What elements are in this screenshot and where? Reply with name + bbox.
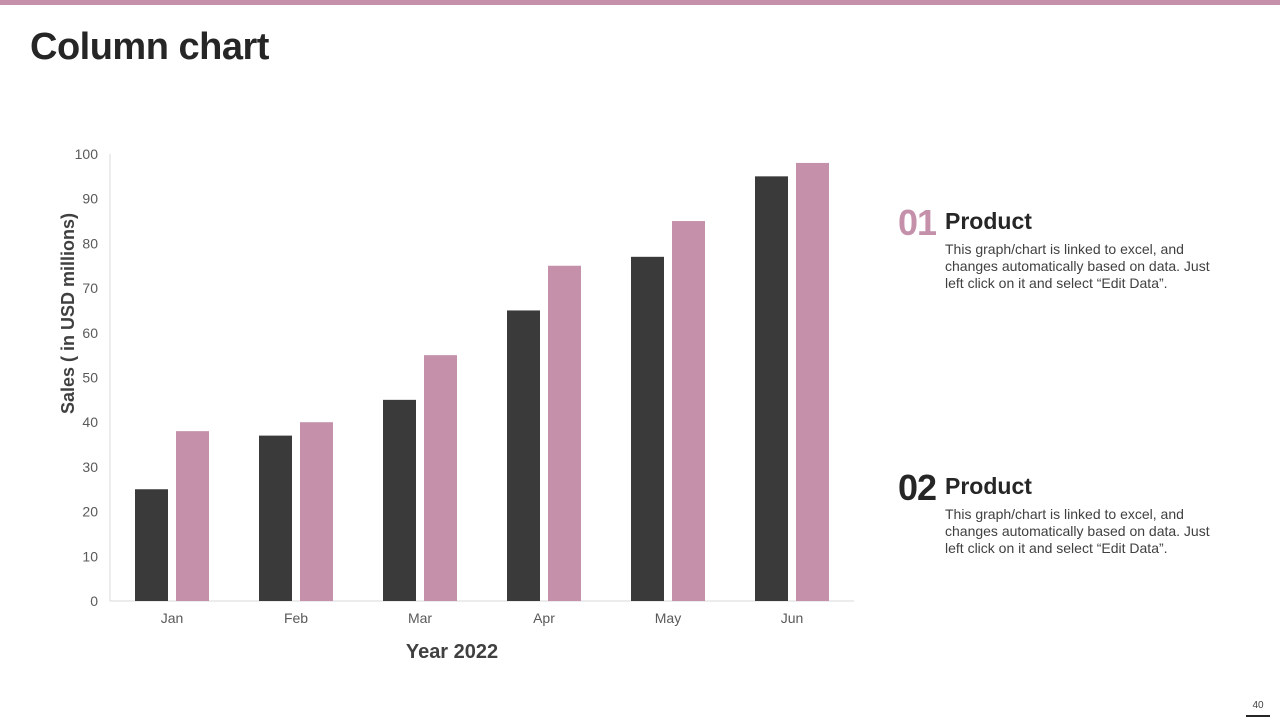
bar-product-02-jan bbox=[176, 431, 209, 601]
y-tick-label: 100 bbox=[75, 146, 99, 162]
bar-product-01-may bbox=[631, 256, 664, 601]
info-number-2: 02 bbox=[898, 467, 937, 508]
bar-product-01-jun bbox=[755, 176, 788, 601]
bar-product-01-apr bbox=[507, 310, 540, 601]
x-tick-label: Jan bbox=[161, 610, 184, 626]
page-number-underline bbox=[1246, 715, 1270, 717]
top-accent-bar bbox=[0, 0, 1280, 5]
info-description-1: This graph/chart is linked to excel, and… bbox=[945, 241, 1210, 291]
bar-product-02-mar bbox=[424, 355, 457, 601]
bar-product-02-jun bbox=[796, 162, 829, 601]
info-title-1: Product bbox=[945, 208, 1032, 234]
bar-product-01-feb bbox=[259, 435, 292, 601]
y-tick-label: 90 bbox=[82, 191, 98, 207]
page-title: Column chart bbox=[30, 26, 269, 68]
y-tick-label: 20 bbox=[82, 504, 98, 520]
y-tick-label: 30 bbox=[82, 459, 98, 475]
y-tick-label: 40 bbox=[82, 414, 98, 430]
y-tick-label: 50 bbox=[82, 370, 98, 386]
x-tick-label: Feb bbox=[284, 610, 308, 626]
x-tick-label: Jun bbox=[781, 610, 804, 626]
bar-product-02-apr bbox=[548, 265, 581, 601]
y-tick-label: 10 bbox=[82, 548, 98, 564]
x-axis-title: Year 2022 bbox=[406, 641, 498, 663]
bar-product-01-mar bbox=[383, 399, 416, 601]
y-tick-label: 80 bbox=[82, 235, 98, 251]
bar-product-02-may bbox=[672, 221, 705, 602]
bar-product-01-jan bbox=[135, 489, 168, 601]
bar-product-02-feb bbox=[300, 422, 333, 601]
y-tick-label: 0 bbox=[90, 593, 98, 609]
x-tick-label: May bbox=[655, 610, 681, 626]
y-tick-label: 60 bbox=[82, 325, 98, 341]
page-number: 40 bbox=[1252, 700, 1264, 711]
x-tick-label: Mar bbox=[408, 610, 432, 626]
info-description-2: This graph/chart is linked to excel, and… bbox=[945, 506, 1210, 556]
y-tick-label: 70 bbox=[82, 280, 98, 296]
info-title-2: Product bbox=[945, 473, 1032, 499]
info-number-1: 01 bbox=[898, 202, 937, 243]
x-tick-label: Apr bbox=[533, 610, 555, 626]
y-axis-title: Sales ( in USD millions) bbox=[58, 213, 78, 414]
